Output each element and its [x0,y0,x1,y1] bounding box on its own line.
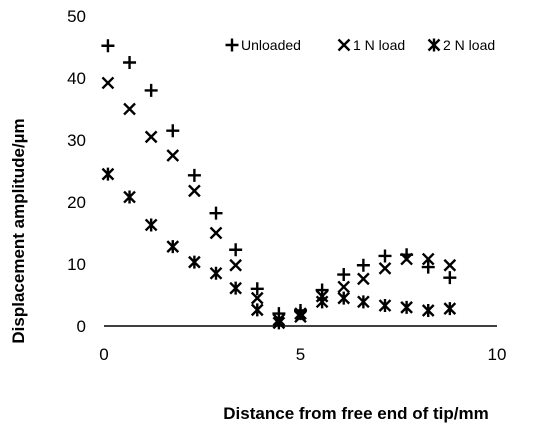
data-point [315,295,329,309]
data-point [272,316,286,330]
x-axis-title: Distance from free end of tip/mm [223,404,488,423]
data-point [229,258,243,272]
y-tick-label: 0 [77,317,86,336]
data-point [144,83,158,97]
y-tick-label: 20 [67,193,86,212]
data-point [443,258,457,272]
data-point [144,130,158,144]
data-point [443,302,457,316]
data-point [229,243,243,257]
x-tick-label: 10 [488,345,507,364]
legend-label: Unloaded [241,37,301,53]
data-point [101,39,115,53]
data-point [188,184,201,198]
x-tick-label: 0 [99,345,108,364]
data-point [400,300,413,314]
legend: Unloaded 1 N load 2 N load [225,37,495,53]
legend-item: 1 N load [337,37,405,53]
y-axis-title: Displacement amplitude/µm [9,118,28,343]
data-point [400,252,413,266]
data-point [294,307,307,321]
data-point [421,304,435,317]
data-point [229,281,243,295]
data-point [357,295,370,309]
data-points [101,39,457,330]
y-tick-labels: 0 10 20 30 40 50 [67,7,86,336]
data-point [356,258,370,272]
series-x [101,76,457,327]
data-point [421,260,435,274]
data-point [250,303,264,317]
legend-label: 2 N load [443,37,495,53]
legend-item: 2 N load [427,37,495,53]
legend-marker [337,38,351,52]
series-plus [101,39,457,321]
data-point [378,261,392,275]
x-tick-labels: 0 5 10 [99,345,506,364]
data-point [166,149,180,162]
legend-marker [427,38,441,52]
legend-marker [225,38,239,52]
data-point [166,124,180,138]
y-tick-label: 30 [67,131,86,150]
data-point [123,190,136,204]
data-point [357,272,370,286]
data-point [123,102,136,116]
data-point [188,255,201,269]
data-point [209,206,223,220]
data-point [250,282,264,296]
data-point [166,240,180,254]
data-point [421,252,435,266]
data-point [337,291,351,305]
data-point [144,218,158,232]
y-tick-label: 40 [67,69,86,88]
data-point [337,280,351,294]
data-point [443,271,457,285]
data-point [378,299,392,313]
data-point [209,266,223,280]
legend-label: 1 N load [353,37,405,53]
data-point [315,283,329,297]
data-point [187,168,201,182]
data-point [101,167,115,181]
y-tick-label: 10 [67,255,86,274]
x-tick-label: 5 [296,345,305,364]
data-point [337,268,351,282]
data-point [209,226,223,240]
data-point [123,56,137,69]
data-point [101,76,115,90]
series-asterisk [101,167,457,330]
y-tick-label: 50 [67,7,86,26]
data-point [250,291,264,305]
data-point [378,249,392,263]
legend-item: Unloaded [225,37,301,53]
